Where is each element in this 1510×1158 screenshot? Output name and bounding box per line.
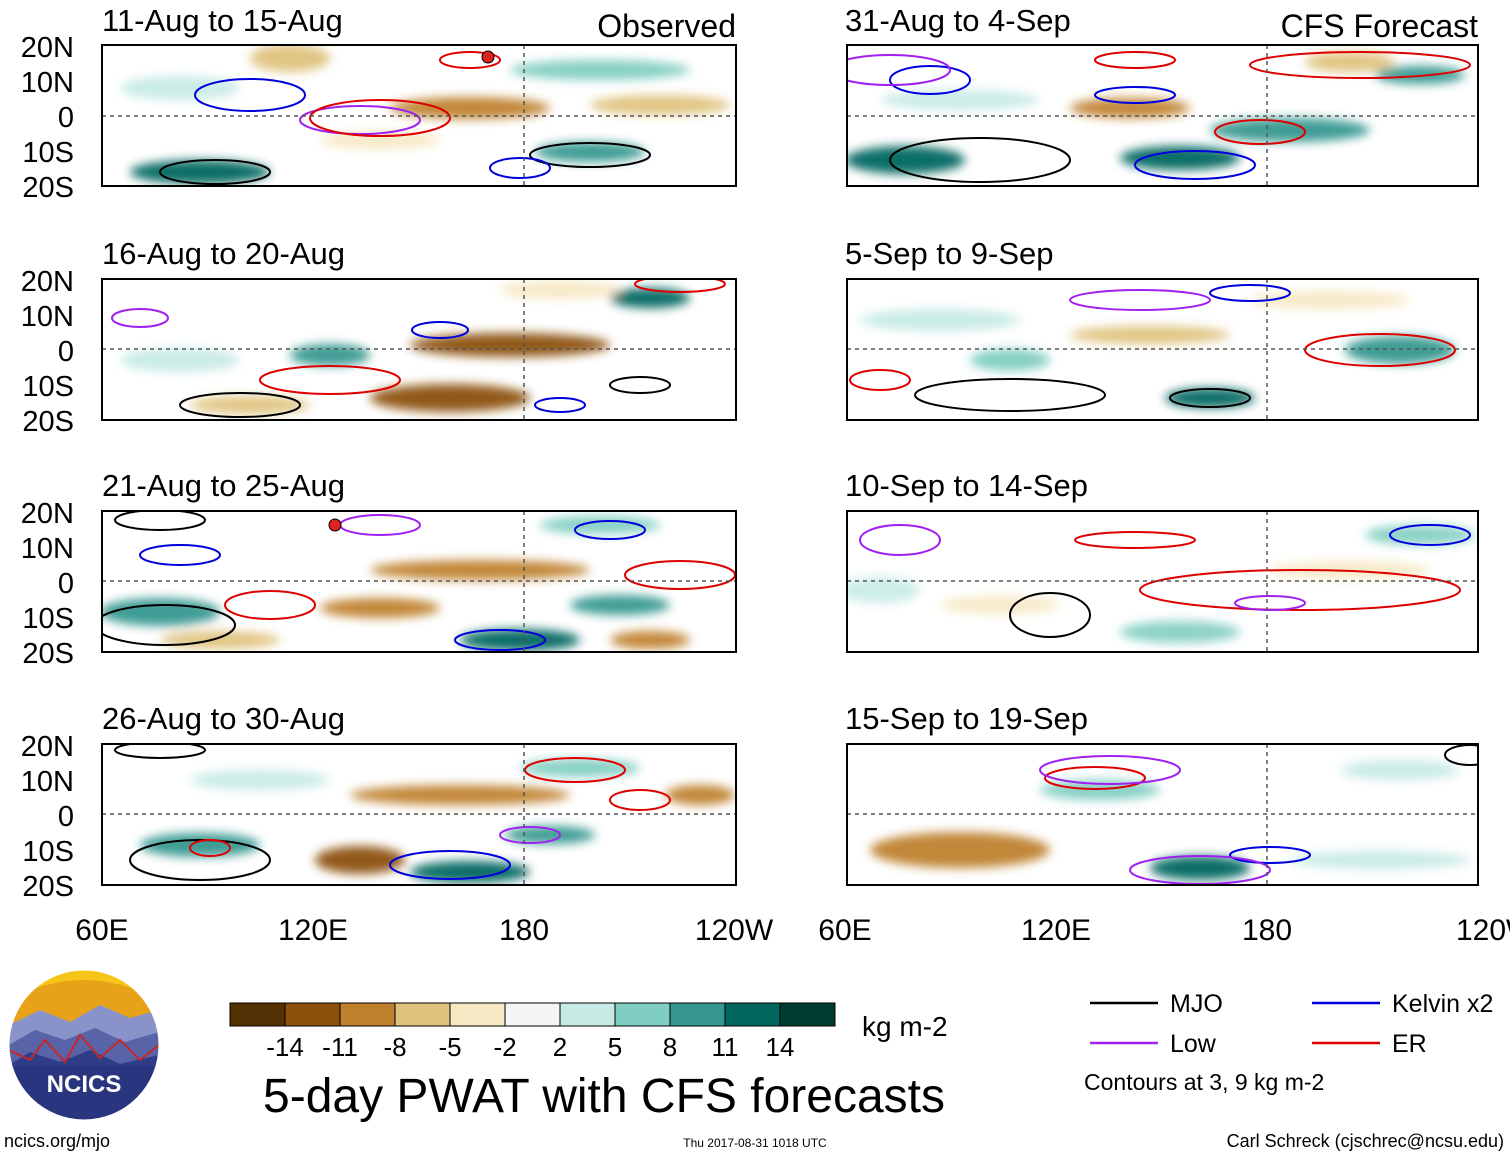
lat-label-20n: 20N [21, 32, 74, 64]
footer-credit: Carl Schreck (cjschrec@ncsu.edu) [1227, 1131, 1504, 1151]
colorbar-swatch [559, 1002, 616, 1027]
colorbar-tick-label: 2 [553, 1032, 567, 1062]
colorbar-swatch [614, 1002, 671, 1027]
footer-url: ncics.org/mjo [4, 1131, 110, 1151]
lat-label-20n: 20N [21, 731, 74, 763]
lon-label-120e: 120E [278, 914, 348, 947]
legend-label-mjo: MJO [1170, 990, 1223, 1018]
lat-label-20s: 20S [22, 638, 74, 670]
panel-title: 31-Aug to 4-Sep [845, 3, 1071, 38]
legend-label-er: ER [1392, 1030, 1427, 1058]
colorbar-unit: kg m-2 [862, 1011, 948, 1042]
lat-label-10s: 10S [22, 836, 74, 868]
observed-label: Observed [597, 8, 736, 44]
colorbar: -14 -11 -8 -5 -2 2 5 8 11 14 [229, 1002, 836, 1062]
lat-label-20s: 20S [22, 172, 74, 204]
map-panel-observed-2: 16-Aug to 20-Aug [21, 236, 737, 438]
map-panel-observed-1: 11-Aug to 15-Aug [21, 3, 737, 204]
lon-axis-left: 60E 120E 180 120W [75, 914, 774, 947]
colorbar-tick-label: -5 [438, 1032, 461, 1062]
lat-label-10n: 10N [21, 67, 74, 99]
cfs-forecast-label: CFS Forecast [1281, 8, 1478, 44]
footer-timestamp: Thu 2017-08-31 1018 UTC [683, 1136, 827, 1150]
map-panel-forecast-2: 5-Sep to 9-Sep [845, 236, 1479, 421]
lon-label-180: 180 [1242, 914, 1292, 947]
map-panel-observed-3: 21-Aug to 25-Aug [21, 468, 737, 670]
panel-title: 21-Aug to 25-Aug [102, 468, 345, 503]
lat-label-0: 0 [58, 801, 74, 833]
logo-text: NCICS [47, 1071, 122, 1098]
legend: MJO Kelvin x2 Low ER Contours at 3, 9 kg… [1084, 990, 1493, 1095]
lat-label-0: 0 [58, 102, 74, 134]
panel-title: 5-Sep to 9-Sep [845, 236, 1054, 271]
colorbar-swatch [394, 1002, 451, 1027]
legend-note: Contours at 3, 9 kg m-2 [1084, 1069, 1324, 1095]
colorbar-tick-label: 14 [766, 1032, 795, 1062]
colorbar-swatch [449, 1002, 506, 1027]
colorbar-tick-label: 5 [608, 1032, 622, 1062]
legend-label-kelvin: Kelvin x2 [1392, 990, 1493, 1018]
lon-axis-right: 60E 120E 180 120W [818, 914, 1510, 947]
panel-title: 16-Aug to 20-Aug [102, 236, 345, 271]
panel-title: 15-Sep to 19-Sep [845, 701, 1088, 736]
lat-label-10n: 10N [21, 533, 74, 565]
colorbar-swatch [339, 1002, 396, 1027]
lat-label-10n: 10N [21, 766, 74, 798]
lat-label-10s: 10S [22, 371, 74, 403]
main-title: 5-day PWAT with CFS forecasts [263, 1070, 945, 1123]
lon-label-120w: 120W [695, 914, 774, 947]
colorbar-swatch [284, 1002, 341, 1027]
colorbar-tick-label: -2 [493, 1032, 516, 1062]
legend-label-low: Low [1170, 1030, 1217, 1058]
colorbar-tick-label: -8 [383, 1032, 406, 1062]
colorbar-swatch [724, 1002, 781, 1027]
lat-label-0: 0 [58, 568, 74, 600]
lon-label-60e: 60E [75, 914, 128, 947]
lat-label-10s: 10S [22, 137, 74, 169]
lat-label-0: 0 [58, 336, 74, 368]
lon-label-60e: 60E [818, 914, 871, 947]
colorbar-tick-label: 8 [663, 1032, 677, 1062]
lon-label-180: 180 [499, 914, 549, 947]
lon-label-120w: 120W [1456, 914, 1510, 947]
map-panel-forecast-1: 31-Aug to 4-Sep [845, 3, 1479, 187]
colorbar-swatch [229, 1002, 286, 1027]
colorbar-tick-label: -14 [266, 1032, 304, 1062]
colorbar-tick-label: 11 [712, 1032, 739, 1062]
lat-label-20s: 20S [22, 406, 74, 438]
map-panel-forecast-3: 10-Sep to 14-Sep [845, 468, 1479, 653]
map-panel-forecast-4: 15-Sep to 19-Sep [845, 701, 1479, 886]
lat-label-10n: 10N [21, 301, 74, 333]
lat-label-20s: 20S [22, 871, 74, 903]
lon-label-120e: 120E [1021, 914, 1091, 947]
lat-label-20n: 20N [21, 498, 74, 530]
panel-title: 10-Sep to 14-Sep [845, 468, 1088, 503]
panel-title: 26-Aug to 30-Aug [102, 701, 345, 736]
lat-label-10s: 10S [22, 603, 74, 635]
ncics-logo: NCICS [8, 969, 160, 1121]
colorbar-swatch [779, 1002, 836, 1027]
panel-title: 11-Aug to 15-Aug [102, 3, 343, 38]
colorbar-swatch [504, 1002, 561, 1027]
colorbar-tick-label: -11 [322, 1032, 358, 1062]
lat-label-20n: 20N [21, 266, 74, 298]
map-panel-observed-4: 26-Aug to 30-Aug [21, 701, 737, 903]
colorbar-swatch [669, 1002, 726, 1027]
